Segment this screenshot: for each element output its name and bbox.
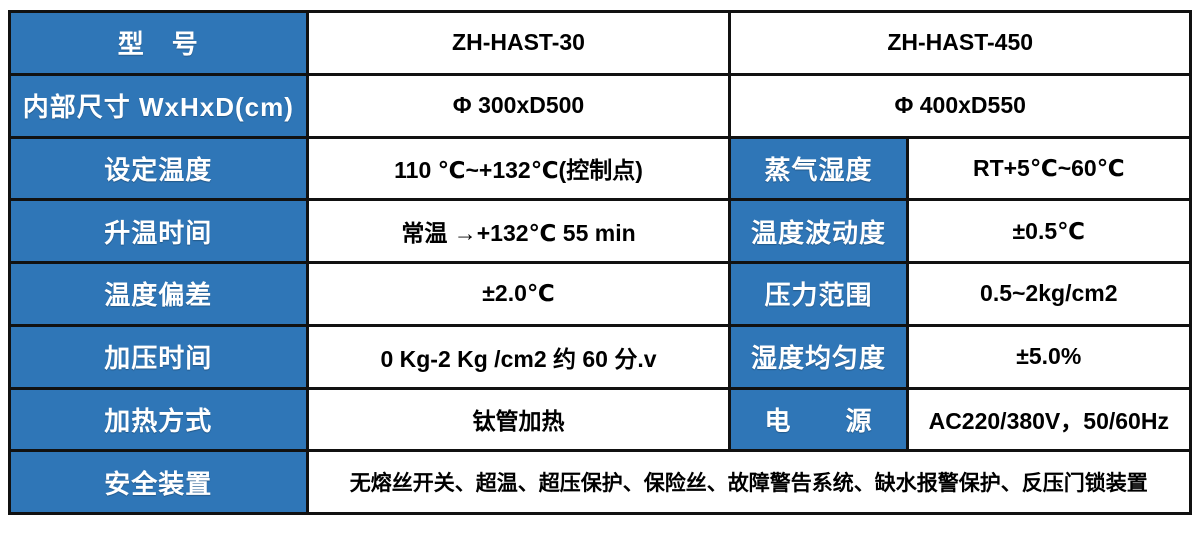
model-label-cell: 型 号 — [8, 10, 309, 76]
pressurization-time-label-cell: 加压时间 — [8, 323, 309, 390]
power-supply-label-cell: 电 源 — [728, 386, 909, 453]
humidity-uniformity-label-cell: 湿度均匀度 — [728, 323, 909, 390]
steam-humidity-value-cell: RT+5℃~60℃ — [905, 135, 1193, 202]
temperature-deviation-label-cell: 温度偏差 — [8, 261, 309, 327]
model-value-left-cell: ZH-HAST-30 — [305, 10, 732, 76]
row-model: 型 号 ZH-HAST-30 ZH-HAST-450 — [8, 10, 1192, 76]
heating-method-value-cell: 钛管加热 — [305, 386, 732, 453]
pressurization-time-value-cell: 0 Kg-2 Kg /cm2 约 60 分.v — [305, 323, 732, 390]
row-temperature-deviation: 温度偏差 ±2.0℃ 压力范围 0.5~2kg/cm2 — [8, 261, 1193, 327]
row-heating-method: 加热方式 钛管加热 电 源 AC220/380V，50/60Hz — [8, 386, 1193, 453]
power-supply-value-cell: AC220/380V，50/60Hz — [905, 386, 1193, 453]
heatup-time-label-cell: 升温时间 — [8, 198, 309, 264]
steam-humidity-label-cell: 蒸气湿度 — [728, 135, 909, 202]
set-temperature-label-cell: 设定温度 — [8, 135, 309, 202]
heatup-time-value-cell: 常温 →+132℃ 55 min — [305, 198, 732, 264]
inner-dimensions-value-right-cell: Φ 400xD550 — [728, 72, 1192, 139]
spec-table: 型 号 ZH-HAST-30 ZH-HAST-450 内部尺寸 WxHxD(cm… — [8, 10, 1193, 515]
temperature-deviation-value-cell: ±2.0℃ — [305, 261, 732, 327]
row-inner-dimensions: 内部尺寸 WxHxD(cm) Φ 300xD500 Φ 400xD550 — [8, 72, 1192, 139]
temperature-fluctuation-value-cell: ±0.5℃ — [905, 198, 1193, 264]
pressure-range-value-cell: 0.5~2kg/cm2 — [905, 261, 1193, 327]
humidity-uniformity-value-cell: ±5.0% — [905, 323, 1193, 390]
safety-devices-label-cell: 安全装置 — [8, 449, 309, 515]
row-heatup-time: 升温时间 常温 →+132℃ 55 min 温度波动度 ±0.5℃ — [8, 198, 1193, 264]
row-safety-devices: 安全装置 无熔丝开关、超温、超压保护、保险丝、故障警告系统、缺水报警保护、反压门… — [8, 449, 1193, 515]
row-pressurization-time: 加压时间 0 Kg-2 Kg /cm2 约 60 分.v 湿度均匀度 ±5.0% — [8, 323, 1193, 390]
model-value-right-cell: ZH-HAST-450 — [728, 10, 1192, 76]
heating-method-label-cell: 加热方式 — [8, 386, 309, 453]
inner-dimensions-label-cell: 内部尺寸 WxHxD(cm) — [8, 72, 309, 139]
pressure-range-label-cell: 压力范围 — [728, 261, 909, 327]
inner-dimensions-value-left-cell: Φ 300xD500 — [305, 72, 732, 139]
safety-devices-value-cell: 无熔丝开关、超温、超压保护、保险丝、故障警告系统、缺水报警保护、反压门锁装置 — [305, 449, 1193, 515]
temperature-fluctuation-label-cell: 温度波动度 — [728, 198, 909, 264]
set-temperature-value-cell: 110 ℃~+132℃(控制点) — [305, 135, 732, 202]
row-set-temperature: 设定温度 110 ℃~+132℃(控制点) 蒸气湿度 RT+5℃~60℃ — [8, 135, 1193, 202]
